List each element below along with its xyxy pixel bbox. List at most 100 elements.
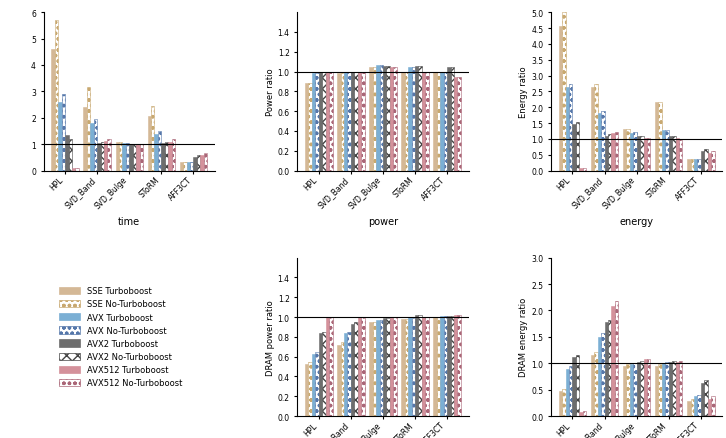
Bar [701,383,704,416]
Bar [425,318,429,416]
Bar [370,67,372,171]
Bar [694,159,698,171]
Bar [658,103,662,171]
Bar [123,144,126,171]
Bar [687,159,690,171]
Bar [662,364,665,416]
Bar [591,356,595,416]
Bar [605,322,608,416]
Bar [669,362,672,416]
Bar [133,145,136,171]
Bar [597,337,601,416]
Bar [444,316,447,416]
Bar [633,133,637,171]
Bar [370,322,372,416]
Bar [180,163,183,171]
Bar [337,345,340,416]
Bar [165,142,168,171]
Bar [354,72,358,171]
Bar [672,361,676,416]
Bar [58,102,62,171]
Bar [101,142,104,171]
Bar [566,369,569,416]
Bar [322,72,326,171]
Bar [562,389,566,416]
Bar [393,318,396,416]
Bar [711,152,714,171]
Bar [312,354,315,416]
X-axis label: power: power [368,216,398,226]
Bar [655,366,658,416]
Bar [136,145,139,171]
Bar [690,159,694,171]
Bar [605,136,608,171]
Bar [611,307,615,416]
Bar [597,113,601,171]
Bar [76,169,79,171]
Bar [319,333,322,416]
Bar [440,72,444,171]
Bar [383,318,386,416]
Bar [640,137,643,171]
Bar [637,137,640,171]
Bar [573,124,576,171]
Bar [401,319,404,416]
Bar [200,155,204,171]
Bar [665,131,669,171]
Bar [676,362,679,416]
Bar [65,136,68,171]
Bar [633,364,637,416]
Bar [595,352,597,416]
Bar [315,352,319,416]
Bar [451,67,454,171]
Bar [386,318,390,416]
Bar [422,72,425,171]
Bar [315,74,319,171]
Bar [354,322,358,416]
Bar [615,301,619,416]
Bar [362,72,364,171]
Bar [52,50,54,171]
Bar [579,412,583,416]
Bar [457,78,461,171]
Bar [404,319,408,416]
Bar [340,74,344,171]
Bar [372,322,376,416]
Bar [119,142,123,171]
Bar [454,315,457,416]
Bar [687,401,690,416]
Y-axis label: DRAM power ratio: DRAM power ratio [266,299,274,375]
Bar [627,364,629,416]
Bar [107,140,111,171]
Bar [351,324,354,416]
Bar [711,396,714,416]
Bar [326,318,329,416]
Bar [351,72,354,171]
Bar [415,67,418,171]
Legend: SSE Turboboost, SSE No-Turboboost, AVX Turboboost, AVX No-Turboboost, AVX2 Turbo: SSE Turboboost, SSE No-Turboboost, AVX T… [56,283,185,391]
Bar [383,67,386,171]
Bar [451,316,454,416]
Bar [340,342,344,416]
Bar [115,142,119,171]
Bar [337,74,340,171]
Y-axis label: Power ratio: Power ratio [266,68,274,116]
Bar [583,168,587,171]
Bar [126,144,129,171]
Bar [390,318,393,416]
Bar [576,123,579,171]
Bar [679,361,682,416]
Bar [183,163,187,171]
Bar [358,318,362,416]
Bar [171,140,175,171]
Bar [309,362,312,416]
Bar [412,318,415,416]
Bar [90,123,94,171]
Bar [376,66,380,171]
Bar [344,72,348,171]
Bar [437,318,440,416]
Bar [615,133,619,171]
Bar [158,132,161,171]
Bar [708,399,711,416]
Bar [662,131,665,171]
